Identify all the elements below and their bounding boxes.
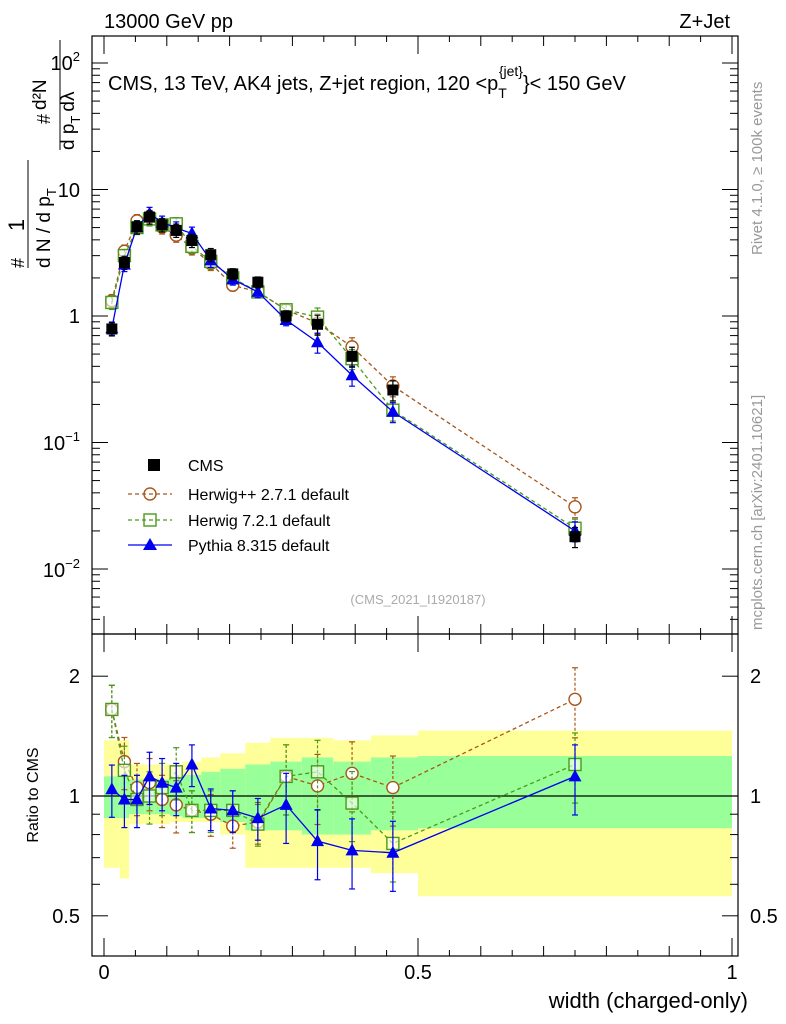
plot-subtitle: CMS, 13 TeV, AK4 jets, Z+jet region, 120… <box>108 63 626 101</box>
main-point-cms <box>205 249 217 261</box>
main-point-cms <box>569 531 581 543</box>
mcplots-credit-label: mcplots.cern.ch [arXiv:2401.10621] <box>749 395 766 630</box>
main-point-cms <box>387 384 399 396</box>
ratio-point-pythia-8-315-default <box>226 803 240 816</box>
ratio-point-herwig-7-2-1-default <box>105 702 119 717</box>
x-tick-label-1: 1 <box>726 962 737 984</box>
y-label-hash-1: # <box>8 258 28 268</box>
ratio-plot-frame <box>91 633 739 957</box>
main-point-cms <box>346 350 358 362</box>
ratio-point-herwig-7-2-1-default <box>345 796 359 810</box>
ratio-point-herwig-2-7-1-default <box>568 692 582 706</box>
ratio-tick-0p5-left: 0.5 <box>52 906 80 928</box>
y-label-dn-dpt: d N / d pT <box>34 188 59 268</box>
ratio-point-pythia-8-315-default <box>117 792 131 805</box>
ratio-tick-2-right: 2 <box>750 666 761 688</box>
legend-label-herwig7: Herwig 7.2.1 default <box>188 513 331 530</box>
ratio-y-tick-labels: 0.5 1 2 0.5 1 2 <box>52 666 778 928</box>
main-line-pythia-8-315-default <box>111 212 576 532</box>
ratio-point-herwig-7-2-1-default <box>310 765 325 779</box>
legend-marker-herwigpp <box>143 487 157 501</box>
main-point-cms <box>144 211 156 223</box>
ratio-point-pythia-8-315-default <box>251 811 265 824</box>
ratio-point-herwig-2-7-1-default <box>386 780 400 795</box>
y-tick-label-10: 10 <box>58 180 80 202</box>
analysis-id-label: (CMS_2021_I1920187) <box>350 592 485 607</box>
ratio-point-herwig-7-2-1-default <box>117 763 132 778</box>
main-point-cms <box>106 323 118 335</box>
main-point-cms <box>170 224 182 236</box>
main-point-herwig-7-2-1-default <box>105 295 119 310</box>
y-tick-label-1: 1 <box>69 306 80 328</box>
main-point-herwig-2-7-1-default <box>568 500 582 514</box>
main-point-cms <box>252 276 264 288</box>
x-tick-label-0p5: 0.5 <box>404 962 432 984</box>
ratio-point-pythia-8-315-default <box>155 775 169 788</box>
x-tick-label-0: 0 <box>98 962 109 984</box>
legend-label-cms: CMS <box>188 458 224 475</box>
ratio-point-pythia-8-315-default <box>143 769 157 782</box>
header-right: Z+Jet <box>679 11 730 33</box>
ratio-point-pythia-8-315-default <box>130 792 144 805</box>
ratio-y-axis-label: Ratio to CMS <box>25 747 42 842</box>
x-axis-label: width (charged-only) <box>548 988 748 1013</box>
axis-ticks <box>92 36 738 956</box>
ratio-point-pythia-8-315-default <box>311 834 325 847</box>
legend-marker-pythia <box>143 538 157 550</box>
y-label-d2n: d²N <box>30 79 51 110</box>
ratio-tick-1-right: 1 <box>750 786 761 808</box>
main-point-cms <box>131 221 143 233</box>
y-tick-label-1e-2: 10−2 <box>43 556 80 582</box>
main-line-herwig-7-2-1-default <box>111 218 576 529</box>
main-point-pythia-8-315-default <box>345 368 359 381</box>
y-tick-label-1e-1: 10−1 <box>43 429 80 455</box>
main-line-herwig-2-7-1-default <box>111 215 576 508</box>
ratio-tick-0p5-right: 0.5 <box>750 906 778 928</box>
legend-label-herwigpp: Herwig++ 2.7.1 default <box>188 487 350 504</box>
data-series <box>105 206 582 892</box>
y-label-hash-2: # <box>34 114 54 124</box>
legend: CMS Herwig++ 2.7.1 default Herwig 7.2.1 … <box>128 458 350 555</box>
header-left: 13000 GeV pp <box>104 11 233 33</box>
main-y-axis-label: # 1 d N / d pT # d pTdλ d²N <box>4 40 83 268</box>
main-point-cms <box>186 235 198 247</box>
legend-marker-herwig7 <box>143 513 157 527</box>
ratio-point-pythia-8-315-default <box>105 782 119 795</box>
ratio-tick-1-left: 1 <box>69 786 80 808</box>
main-point-pythia-8-315-default <box>251 284 265 297</box>
legend-marker-cms <box>148 459 160 471</box>
ratio-point-pythia-8-315-default <box>386 845 400 858</box>
ratio-point-pythia-8-315-default <box>185 757 199 770</box>
y-label-one: 1 <box>4 219 29 231</box>
main-point-cms <box>312 318 324 330</box>
main-point-cms <box>118 256 130 268</box>
main-point-pythia-8-315-default <box>386 404 400 417</box>
ratio-tick-2-left: 2 <box>69 666 80 688</box>
ratio-point-pythia-8-315-default <box>169 780 183 793</box>
main-y-tick-labels: 10−2 10−1 1 10 102 <box>43 49 80 582</box>
main-point-cms <box>280 310 292 322</box>
ratio-point-pythia-8-315-default <box>568 769 582 782</box>
y-tick-label-100: 102 <box>51 49 80 75</box>
y-label-dpt-dlambda: d pTdλ <box>58 91 83 150</box>
ratio-point-pythia-8-315-default <box>345 843 359 856</box>
x-tick-labels: 0 0.5 1 <box>98 962 737 984</box>
rivet-version-label: Rivet 4.1.0, ≥ 100k events <box>749 82 766 255</box>
main-point-pythia-8-315-default <box>311 335 325 348</box>
ratio-point-pythia-8-315-default <box>279 797 293 810</box>
legend-label-pythia: Pythia 8.315 default <box>188 538 330 555</box>
ratio-point-pythia-8-315-default <box>204 801 218 814</box>
main-point-cms <box>227 268 239 280</box>
ratio-point-herwig-7-2-1-default <box>185 803 199 818</box>
main-point-cms <box>156 219 168 231</box>
